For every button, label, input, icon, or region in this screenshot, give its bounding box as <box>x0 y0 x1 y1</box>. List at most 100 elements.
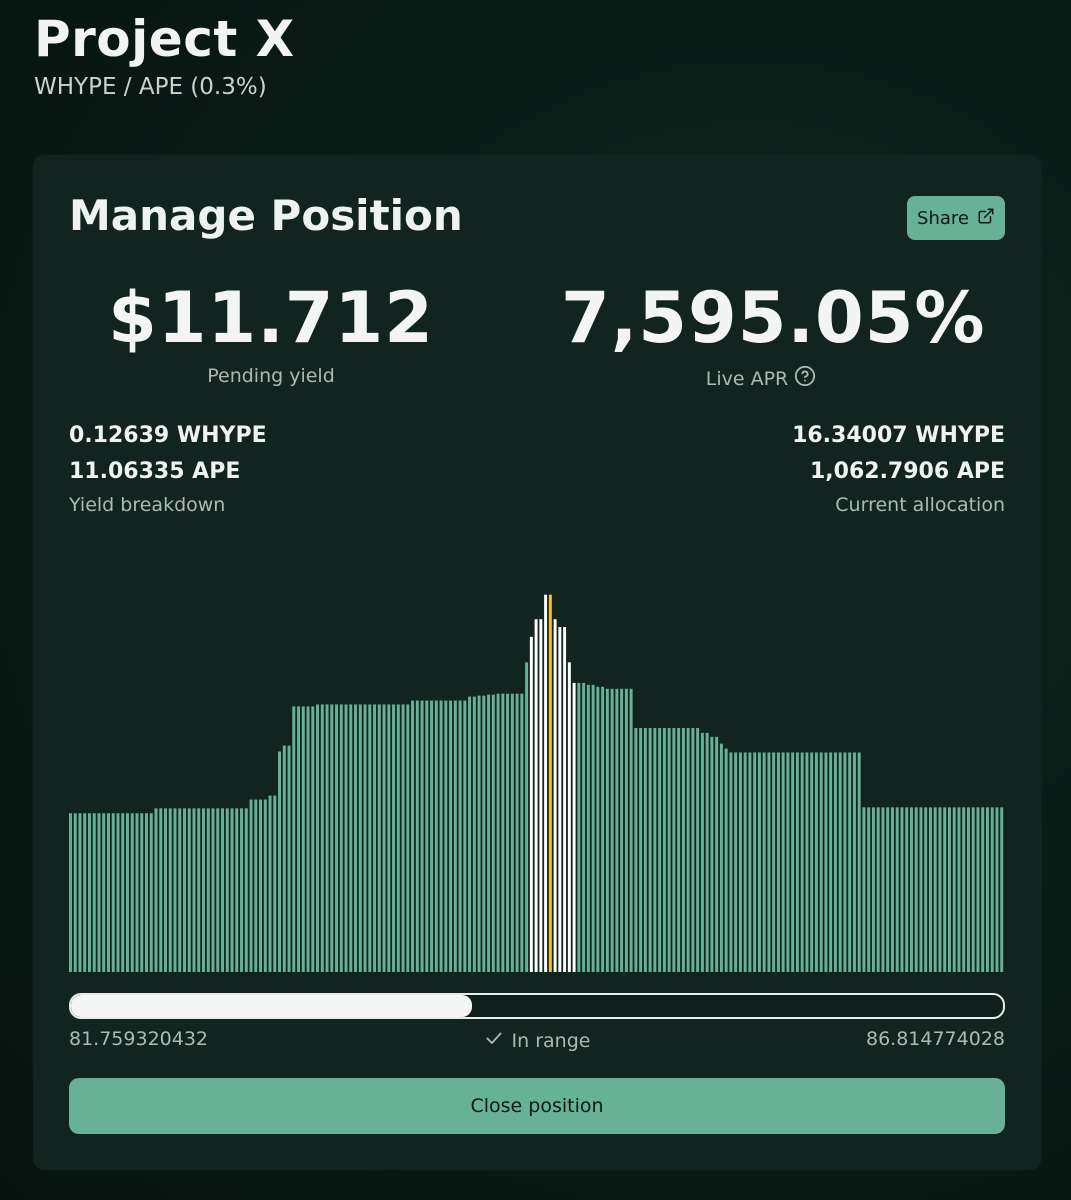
liquidity-bar <box>173 808 177 972</box>
liquidity-bar <box>149 813 153 972</box>
liquidity-bar <box>952 807 956 972</box>
liquidity-bar <box>596 686 600 972</box>
liquidity-bar <box>411 700 415 972</box>
liquidity-bar <box>377 704 381 972</box>
yield-ape: 11.06335 APE <box>69 459 241 484</box>
liquidity-bar <box>287 745 291 972</box>
liquidity-bar <box>672 727 676 972</box>
liquidity-bar <box>762 752 766 972</box>
liquidity-bar <box>130 813 134 972</box>
range-status-label: In range <box>511 1029 591 1052</box>
liquidity-bar <box>358 704 362 972</box>
in-range-bar <box>529 636 533 972</box>
in-range-bar <box>567 662 571 972</box>
liquidity-bar <box>957 807 961 972</box>
liquidity-bar <box>691 727 695 972</box>
liquidity-bar <box>700 732 704 972</box>
in-range-bar <box>553 619 557 972</box>
liquidity-bar <box>121 813 125 972</box>
current-allocation-caption: Current allocation <box>835 494 1005 516</box>
price-range-fill <box>71 995 472 1017</box>
liquidity-bar <box>297 706 301 972</box>
liquidity-bar <box>786 752 790 972</box>
in-range-bar <box>563 627 567 972</box>
liquidity-bar <box>430 700 434 972</box>
liquidity-bar <box>905 807 909 972</box>
liquidity-bar <box>743 752 747 972</box>
yield-breakdown-caption: Yield breakdown <box>69 494 226 516</box>
liquidity-bar <box>102 813 106 972</box>
liquidity-bar <box>1000 807 1004 972</box>
external-link-icon <box>977 207 995 230</box>
liquidity-distribution-chart <box>69 594 1004 972</box>
liquidity-bar <box>301 706 305 972</box>
liquidity-bar <box>396 704 400 972</box>
liquidity-bar <box>344 704 348 972</box>
liquidity-bar <box>135 813 139 972</box>
card-title: Manage Position <box>69 191 463 240</box>
page-title: Project X <box>34 10 295 68</box>
price-range-bar <box>69 993 1005 1019</box>
liquidity-bar <box>924 807 928 972</box>
liquidity-bar <box>192 808 196 972</box>
liquidity-bar <box>453 700 457 972</box>
liquidity-bar <box>886 807 890 972</box>
liquidity-bar <box>667 727 671 972</box>
liquidity-bar <box>472 696 476 972</box>
liquidity-bar <box>316 704 320 972</box>
close-position-button[interactable]: Close position <box>69 1078 1005 1134</box>
liquidity-bar <box>715 736 719 972</box>
liquidity-bar <box>662 727 666 972</box>
in-range-bar <box>558 627 562 972</box>
liquidity-bar <box>748 752 752 972</box>
liquidity-bar <box>767 752 771 972</box>
liquidity-bar <box>838 752 842 972</box>
liquidity-bar <box>629 688 633 972</box>
liquidity-bar <box>273 795 277 972</box>
liquidity-bar <box>311 706 315 972</box>
liquidity-bar <box>586 684 590 972</box>
in-range-bar <box>572 682 576 972</box>
share-button[interactable]: Share <box>907 196 1005 240</box>
liquidity-bar <box>705 732 709 972</box>
liquidity-bar <box>268 795 272 972</box>
question-circle-icon[interactable] <box>794 365 816 392</box>
liquidity-bar <box>985 807 989 972</box>
liquidity-bar <box>382 704 386 972</box>
liquidity-bar <box>582 682 586 972</box>
liquidity-bar <box>69 813 72 972</box>
range-max-price: 86.814774028 <box>865 1028 1005 1050</box>
liquidity-bar <box>83 813 87 972</box>
allocation-whype: 16.34007 WHYPE <box>792 423 1005 448</box>
liquidity-bar <box>506 693 510 972</box>
liquidity-bar <box>92 813 96 972</box>
liquidity-bar <box>890 807 894 972</box>
liquidity-bar <box>449 700 453 972</box>
in-range-bar <box>539 619 543 972</box>
liquidity-bar <box>392 704 396 972</box>
liquidity-bar <box>976 807 980 972</box>
pending-yield-stat: $11.712 Pending yield <box>101 283 441 387</box>
liquidity-bar <box>496 693 500 972</box>
liquidity-bar <box>282 745 286 972</box>
liquidity-bar <box>140 813 144 972</box>
liquidity-bar <box>292 706 296 972</box>
liquidity-bar <box>244 808 248 972</box>
liquidity-bar <box>776 752 780 972</box>
liquidity-bar <box>401 704 405 972</box>
liquidity-bar <box>753 752 757 972</box>
liquidity-bar <box>116 813 120 972</box>
liquidity-bar <box>795 752 799 972</box>
liquidity-bar <box>368 704 372 972</box>
liquidity-bar <box>458 700 462 972</box>
liquidity-bar <box>900 807 904 972</box>
liquidity-bar <box>757 752 761 972</box>
liquidity-bar <box>947 807 951 972</box>
liquidity-bar <box>909 807 913 972</box>
liquidity-bar <box>686 727 690 972</box>
liquidity-bar <box>857 752 861 972</box>
liquidity-bar <box>482 695 486 972</box>
liquidity-bar <box>833 752 837 972</box>
liquidity-bar <box>824 752 828 972</box>
current-allocation: 16.34007 WHYPE 1,062.7906 APE Current al… <box>792 418 1005 520</box>
